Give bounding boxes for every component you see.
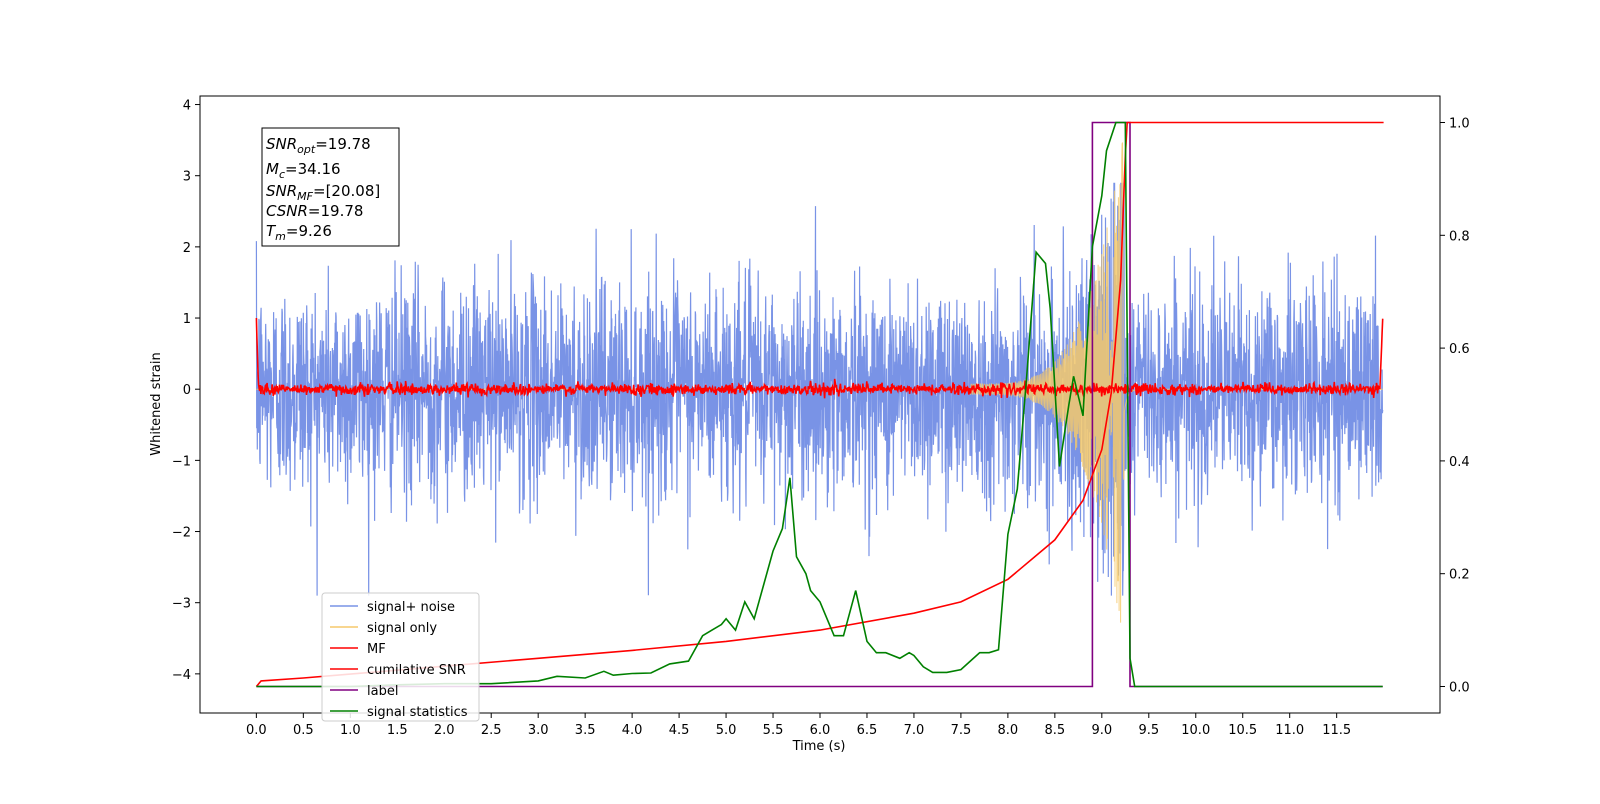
- info-snr-mf-base: SNR: [266, 182, 297, 200]
- y-right-tick-label: 0.0: [1449, 680, 1470, 695]
- legend-label: signal only: [367, 621, 437, 636]
- y-right-tick-label: 0.4: [1449, 455, 1470, 470]
- info-snr-mf-sub: MF: [297, 190, 313, 203]
- info-snr-opt: SNRopt=19.78: [266, 135, 371, 156]
- info-tm-sub: m: [275, 230, 286, 243]
- x-tick-label: 5.0: [716, 723, 737, 738]
- y-left-tick-label: 3: [183, 170, 191, 185]
- info-csnr-base: CSNR: [266, 202, 308, 220]
- x-tick-label: 4.0: [622, 723, 643, 738]
- y-axis-label: Whitened strain: [149, 352, 164, 455]
- x-tick-label: 10.0: [1181, 723, 1210, 738]
- info-tm: Tm=9.26: [266, 222, 332, 243]
- y-axis-left: 4 3 2 1 0 −1 −2 −3 −4: [172, 99, 200, 683]
- x-tick-label: 7.5: [951, 723, 972, 738]
- legend-label: signal+ noise: [367, 600, 455, 615]
- info-mc-value: =34.16: [285, 160, 341, 178]
- y-left-tick-label: 4: [183, 99, 191, 114]
- legend-label: MF: [367, 642, 386, 657]
- x-tick-label: 4.5: [669, 723, 690, 738]
- x-tick-label: 2.5: [481, 723, 502, 738]
- x-tick-label: 10.5: [1228, 723, 1257, 738]
- y-left-tick-label: −4: [172, 668, 191, 683]
- x-tick-label: 11.0: [1275, 723, 1304, 738]
- y-left-tick-label: −3: [172, 597, 191, 612]
- x-tick-label: 9.0: [1091, 723, 1112, 738]
- y-left-tick-label: −2: [172, 526, 191, 541]
- y-left-tick-label: 2: [183, 241, 191, 256]
- info-box: SNRopt=19.78 Mc=34.16 SNRMF=[20.08] CSNR…: [261, 127, 400, 247]
- x-tick-label: 6.0: [810, 723, 831, 738]
- y-right-tick-label: 0.6: [1449, 342, 1470, 357]
- series-mf-line: [255, 317, 1384, 399]
- x-tick-label: 3.5: [575, 723, 596, 738]
- legend-label: label: [367, 684, 398, 699]
- x-tick-label: 6.5: [857, 723, 878, 738]
- legend-label: signal statistics: [367, 705, 468, 720]
- y-right-tick-label: 0.2: [1449, 568, 1470, 583]
- info-snr-mf-value: =[20.08]: [313, 182, 380, 200]
- x-tick-label: 7.0: [904, 723, 925, 738]
- x-tick-label: 0.0: [246, 723, 267, 738]
- y-left-tick-label: 0: [183, 383, 191, 398]
- x-tick-label: 8.5: [1045, 723, 1066, 738]
- x-tick-label: 1.5: [387, 723, 408, 738]
- info-tm-value: =9.26: [286, 222, 332, 240]
- y-left-tick-label: −1: [172, 454, 191, 469]
- x-tick-label: 1.0: [340, 723, 361, 738]
- info-snr-opt-base: SNR: [266, 135, 297, 153]
- info-snr-mf: SNRMF=[20.08]: [266, 182, 380, 203]
- info-tm-base: T: [266, 222, 277, 240]
- x-tick-label: 5.5: [763, 723, 784, 738]
- legend: signal+ noise signal only MF cumilative SNR…: [321, 592, 480, 722]
- legend-frame: [321, 592, 480, 722]
- info-csnr-value: =19.78: [308, 202, 364, 220]
- series-signal-statistics-line: [256, 121, 1383, 688]
- x-tick-label: 0.5: [293, 723, 314, 738]
- y-right-tick-label: 0.8: [1449, 229, 1470, 244]
- legend-label: cumilative SNR: [367, 663, 466, 678]
- info-snr-opt-sub: opt: [297, 143, 316, 156]
- x-axis-label: Time (s): [792, 739, 846, 754]
- x-tick-label: 8.0: [998, 723, 1019, 738]
- x-tick-label: 9.5: [1138, 723, 1159, 738]
- info-mc-sub: c: [279, 168, 285, 181]
- y-axis-right: 1.0 0.8 0.6 0.4 0.2 0.0: [1440, 117, 1470, 695]
- info-mc: Mc=34.16: [266, 160, 341, 181]
- info-mc-base: M: [266, 160, 279, 178]
- info-box-frame: [261, 127, 400, 247]
- x-tick-label: 3.0: [528, 723, 549, 738]
- info-snr-opt-value: =19.78: [315, 135, 371, 153]
- series-signal-noise-line: [255, 182, 1384, 596]
- x-tick-label: 2.0: [434, 723, 455, 738]
- x-axis: 0.0 0.5 1.0 1.5 2.0 2.5 3.0 3.5 4.0 4.5 5.0 5.5 6.0 6…: [246, 713, 1351, 738]
- x-tick-label: 11.5: [1322, 723, 1351, 738]
- y-left-tick-label: 1: [183, 312, 191, 327]
- info-csnr: CSNR=19.78: [266, 202, 363, 220]
- y-right-tick-label: 1.0: [1449, 117, 1470, 132]
